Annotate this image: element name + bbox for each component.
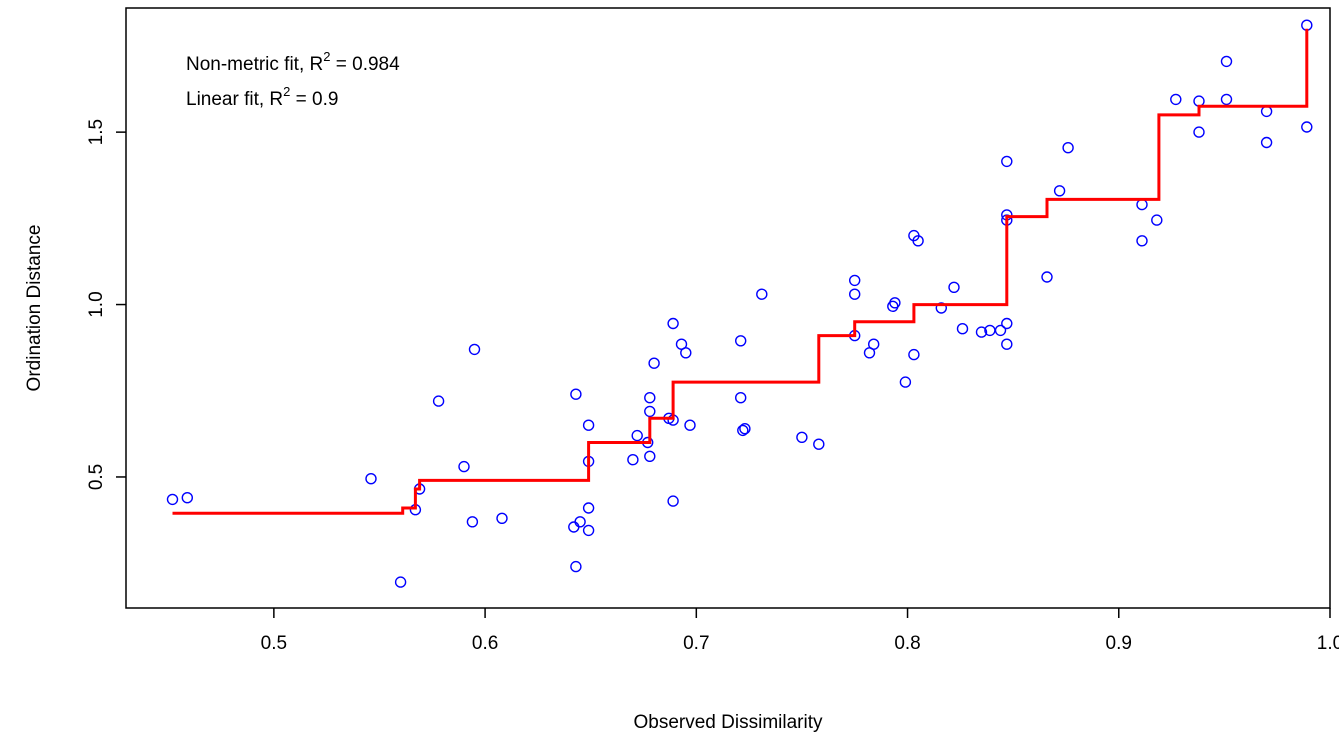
- legend: Non-metric fit, R2 = 0.984 Linear fit, R…: [186, 49, 400, 110]
- legend-line-non-metric: Non-metric fit, R2 = 0.984: [186, 49, 400, 75]
- data-point: [1001, 155, 1013, 168]
- data-point: [908, 348, 920, 361]
- data-point: [1170, 93, 1182, 106]
- data-point: [466, 516, 479, 528]
- y-tick-label: 1.0: [86, 291, 107, 317]
- y-axis: 0.5 1.0 1.5: [86, 119, 126, 490]
- data-point: [667, 495, 679, 507]
- data-point: [667, 317, 679, 330]
- legend-line-linear: Linear fit, R2 = 0.9: [186, 84, 338, 110]
- data-point: [1301, 121, 1313, 133]
- y-tick-label: 1.5: [86, 119, 107, 145]
- data-point: [849, 274, 861, 287]
- data-point: [756, 288, 768, 300]
- legend-non-metric-prefix: Non-metric fit, R: [186, 54, 323, 75]
- data-point: [737, 424, 749, 437]
- data-point: [166, 493, 179, 506]
- y-axis-label: Ordination Distance: [24, 225, 45, 392]
- data-point: [684, 419, 696, 431]
- data-point: [574, 516, 586, 528]
- legend-linear-prefix: Linear fit, R: [186, 89, 283, 110]
- data-point: [582, 502, 595, 514]
- data-point: [739, 423, 751, 435]
- data-point: [627, 454, 639, 466]
- x-tick-label: 0.7: [683, 633, 709, 654]
- data-point: [956, 323, 969, 335]
- data-point: [648, 357, 660, 369]
- data-point: [496, 512, 508, 524]
- data-point: [912, 235, 924, 247]
- data-point: [796, 431, 808, 443]
- data-point: [468, 343, 481, 356]
- data-point: [849, 288, 861, 300]
- data-point: [1151, 214, 1163, 226]
- data-point: [582, 524, 595, 537]
- non-metric-fit-step-line: [172, 28, 1309, 515]
- data-point: [1001, 317, 1013, 330]
- data-point: [582, 419, 595, 431]
- data-point: [631, 429, 643, 442]
- data-point: [365, 473, 377, 485]
- data-point: [1136, 235, 1148, 247]
- data-point: [644, 405, 656, 418]
- x-axis-label: Observed Dissimilarity: [634, 712, 823, 733]
- data-point: [394, 576, 407, 588]
- legend-non-metric-suffix: = 0.984: [330, 54, 400, 75]
- data-point: [1062, 141, 1074, 154]
- data-point: [644, 450, 656, 462]
- x-tick-label: 0.5: [261, 633, 287, 654]
- legend-linear-sup: 2: [283, 84, 290, 99]
- data-point: [644, 392, 656, 404]
- x-tick-label: 0.8: [894, 633, 920, 654]
- data-point: [994, 324, 1007, 337]
- data-point: [432, 395, 445, 407]
- x-tick-label: 0.9: [1106, 633, 1132, 654]
- data-point: [1041, 271, 1053, 283]
- plot-frame: [125, 7, 1331, 609]
- data-point: [458, 460, 470, 473]
- data-point: [1053, 185, 1066, 197]
- x-tick-label: 0.6: [472, 633, 498, 654]
- data-point: [735, 335, 747, 347]
- x-axis: 0.5 0.6 0.7 0.8 0.9 1.0: [261, 608, 1339, 654]
- x-tick-label: 1.0: [1317, 633, 1339, 654]
- data-point: [1220, 93, 1233, 106]
- data-point: [181, 492, 194, 504]
- data-point: [868, 338, 880, 350]
- legend-linear-suffix: = 0.9: [290, 89, 338, 110]
- data-point: [1193, 126, 1205, 138]
- data-point: [935, 302, 947, 314]
- legend-non-metric-sup: 2: [323, 49, 330, 64]
- data-point: [570, 560, 582, 573]
- data-point: [735, 392, 747, 404]
- data-point: [948, 281, 960, 293]
- data-point: [570, 388, 582, 400]
- data-point: [680, 347, 692, 359]
- data-point: [889, 297, 901, 309]
- data-point: [975, 326, 988, 338]
- data-point: [899, 376, 912, 388]
- data-point: [1001, 338, 1013, 350]
- data-point: [813, 438, 825, 450]
- y-tick-label: 0.5: [86, 464, 107, 490]
- data-point: [1220, 55, 1233, 68]
- data-point: [1260, 136, 1273, 149]
